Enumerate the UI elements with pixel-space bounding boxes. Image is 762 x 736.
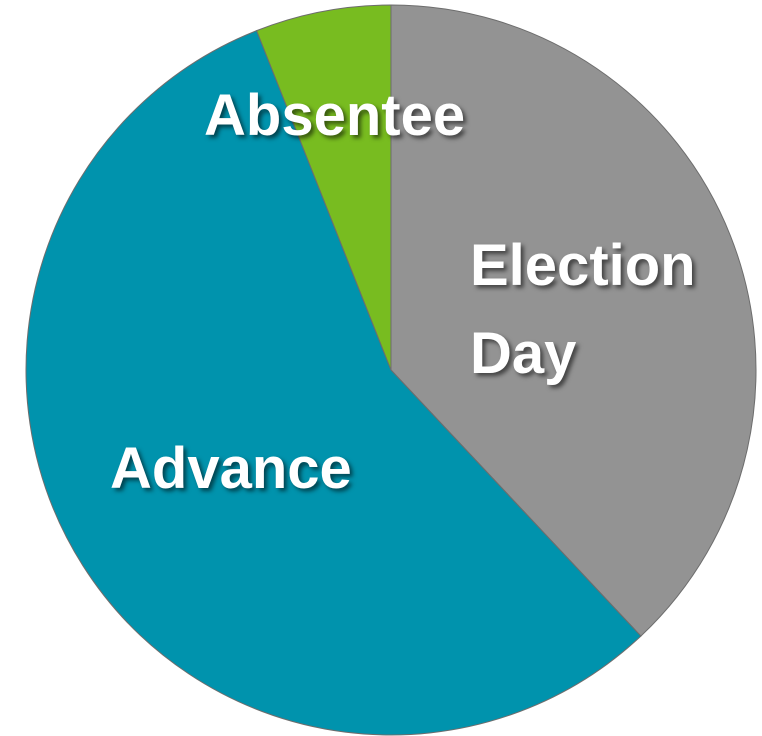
slice-label: Advance bbox=[110, 436, 352, 501]
pie-slice bbox=[390, 4, 757, 637]
slice-label: Absentee bbox=[204, 83, 466, 148]
pie-slice bbox=[255, 4, 392, 371]
slice-label: Election Day bbox=[470, 233, 696, 386]
pie-slice bbox=[25, 29, 642, 736]
